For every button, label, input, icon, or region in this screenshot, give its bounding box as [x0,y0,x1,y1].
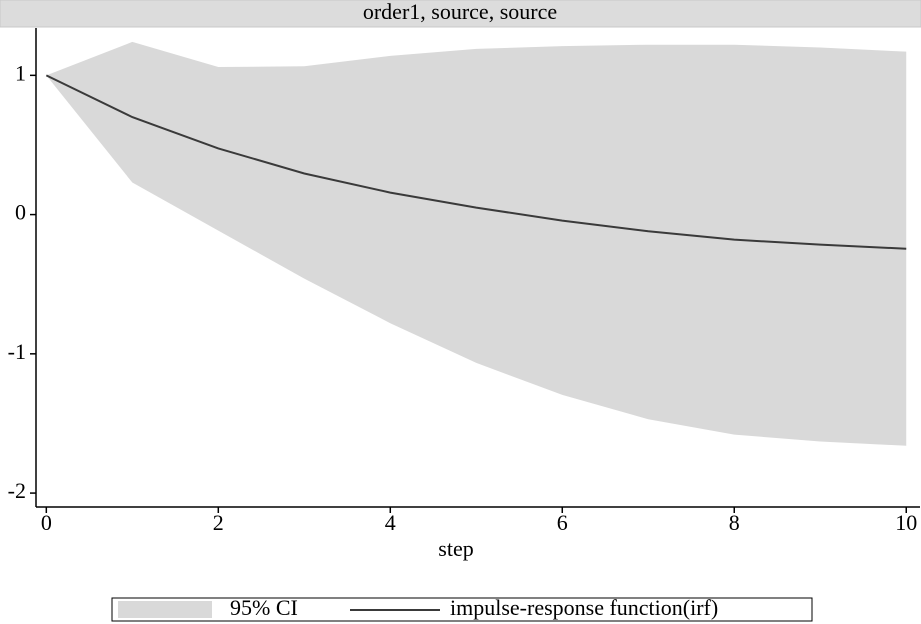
y-tick-label: 0 [15,200,26,225]
legend-label: impulse-response function(irf) [450,595,718,620]
legend-box [111,597,813,622]
y-tick-label: -2 [8,478,26,503]
x-tick-label: 2 [213,510,224,535]
x-axis-label: step [438,536,473,561]
legend-swatch [118,601,212,618]
header-band [0,0,921,28]
x-tick-label: 0 [41,510,52,535]
x-tick-label: 10 [895,510,917,535]
x-tick-label: 6 [557,510,568,535]
legend-label: 95% CI [230,595,298,620]
y-tick-label: 1 [15,60,26,85]
chart-title: order1, source, source [363,0,557,24]
x-tick-label: 4 [385,510,396,535]
irf-line [45,74,907,250]
x-tick-label: 8 [729,510,740,535]
y-tick-label: -1 [8,339,26,364]
ci-band [46,41,907,446]
